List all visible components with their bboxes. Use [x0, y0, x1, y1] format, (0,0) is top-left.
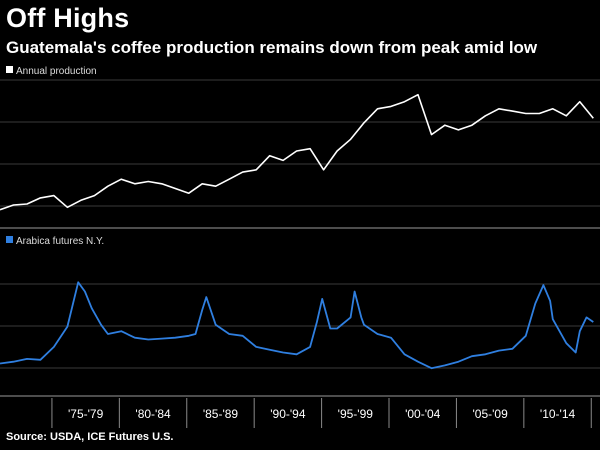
- production-panel: Annual production: [0, 66, 594, 211]
- grid-lines: [0, 79, 600, 369]
- x-tick-label: '75-'79: [68, 407, 104, 421]
- x-tick-label: '80-'84: [135, 407, 171, 421]
- production-series-line: [0, 93, 594, 211]
- production-legend-label: Annual production: [16, 66, 97, 77]
- x-tick-label: '95-'99: [338, 407, 374, 421]
- chart-subtitle: Guatemala's coffee production remains do…: [6, 38, 538, 57]
- source-note: Source: USDA, ICE Futures U.S.: [6, 431, 174, 443]
- x-tick-label: '85-'89: [203, 407, 239, 421]
- x-tick-label: '90-'94: [270, 407, 306, 421]
- arabica-panel: Arabica futures N.Y.: [0, 236, 594, 370]
- x-tick-label: '10-'14: [540, 407, 576, 421]
- x-tick-label: '05-'09: [472, 407, 508, 421]
- arabica-legend-swatch: [6, 236, 13, 243]
- chart-title: Off Highs: [6, 3, 130, 33]
- arabica-series-line: [0, 281, 594, 370]
- x-axis-ticks: '75-'79 '80-'84 '85-'89 '90-'94 '95-'99 '00-'…: [51, 398, 592, 428]
- arabica-legend-label: Arabica futures N.Y.: [16, 236, 104, 247]
- production-legend-swatch: [6, 66, 13, 73]
- x-tick-label: '00-'04: [405, 407, 441, 421]
